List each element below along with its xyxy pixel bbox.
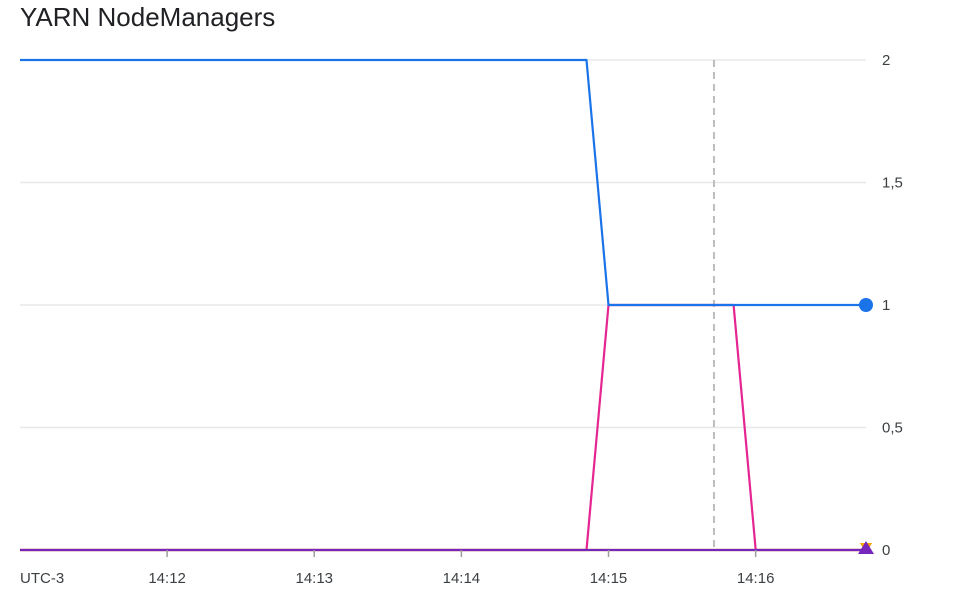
series-lines: [20, 58, 866, 552]
series-end-markers: [858, 298, 874, 554]
y-tick-label: 1,5: [882, 175, 903, 192]
y-tick-label: 0: [882, 542, 890, 559]
x-tick-label: 14:14: [443, 570, 481, 587]
y-tick-label: 1: [882, 297, 890, 314]
series-line-0: [20, 58, 866, 307]
x-tick-label: 14:12: [148, 570, 186, 587]
x-tick-label: 14:13: [295, 570, 333, 587]
x-tick-label: 14:16: [737, 570, 775, 587]
y-axis-ticks: 2 1,5 1 0,5 0: [882, 52, 903, 559]
series-end-marker-0[interactable]: [859, 298, 873, 312]
series-end-marker-3[interactable]: [858, 541, 874, 554]
chart-title: YARN NodeManagers: [20, 2, 276, 32]
x-axis-ticks: UTC-3 14:12 14:13 14:14 14:15 14:16: [20, 550, 774, 587]
y-tick-label: 0,5: [882, 420, 903, 437]
x-tick-label: 14:15: [590, 570, 628, 587]
timezone-label: UTC-3: [20, 570, 64, 587]
y-tick-label: 2: [882, 52, 890, 69]
